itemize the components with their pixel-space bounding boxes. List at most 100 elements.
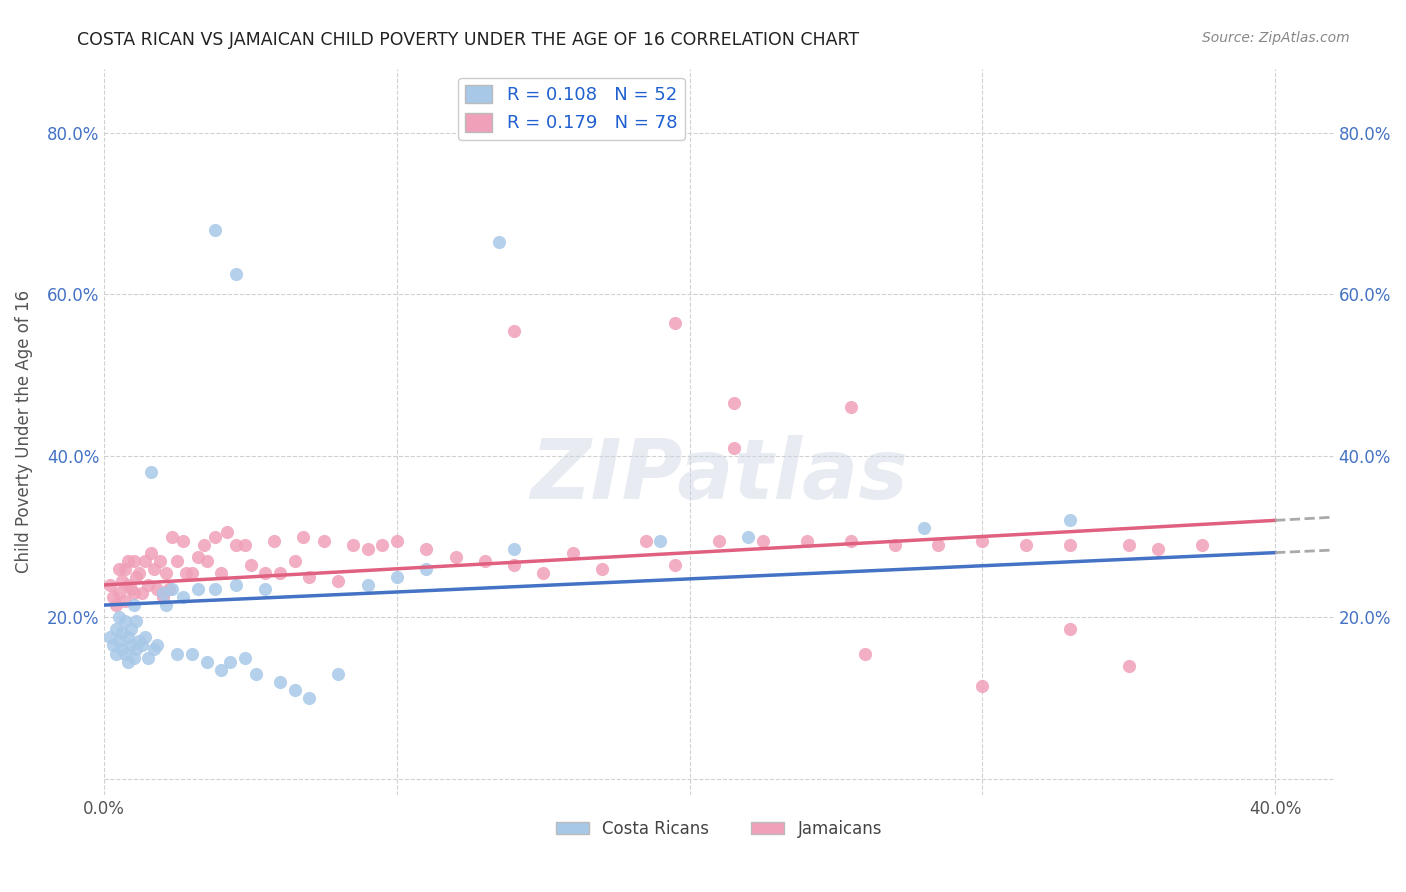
- Point: [283, 682, 305, 697]
- Point: [328, 666, 350, 681]
- Point: [415, 562, 437, 576]
- Point: [269, 674, 291, 689]
- Point: [298, 690, 321, 705]
- Point: [111, 626, 134, 640]
- Point: [204, 223, 226, 237]
- Point: [1118, 538, 1140, 552]
- Point: [239, 558, 262, 572]
- Point: [120, 622, 142, 636]
- Y-axis label: Child Poverty Under the Age of 16: Child Poverty Under the Age of 16: [15, 290, 32, 574]
- Point: [1118, 658, 1140, 673]
- Point: [122, 554, 145, 568]
- Point: [219, 655, 242, 669]
- Point: [1191, 538, 1213, 552]
- Point: [853, 647, 876, 661]
- Point: [172, 590, 194, 604]
- Point: [328, 574, 350, 588]
- Point: [108, 610, 131, 624]
- Point: [104, 622, 127, 636]
- Point: [839, 401, 862, 415]
- Point: [283, 554, 305, 568]
- Point: [160, 529, 183, 543]
- Point: [143, 642, 166, 657]
- Point: [136, 578, 159, 592]
- Point: [117, 631, 139, 645]
- Point: [1147, 541, 1170, 556]
- Point: [134, 631, 156, 645]
- Point: [531, 566, 554, 580]
- Point: [225, 578, 247, 592]
- Point: [193, 538, 215, 552]
- Point: [488, 235, 510, 249]
- Point: [269, 566, 291, 580]
- Point: [263, 533, 285, 548]
- Point: [139, 546, 162, 560]
- Point: [152, 590, 174, 604]
- Point: [152, 586, 174, 600]
- Point: [136, 650, 159, 665]
- Point: [166, 554, 188, 568]
- Point: [342, 538, 364, 552]
- Point: [101, 639, 124, 653]
- Point: [117, 554, 139, 568]
- Point: [723, 396, 745, 410]
- Point: [839, 533, 862, 548]
- Point: [181, 647, 204, 661]
- Point: [357, 578, 380, 592]
- Point: [1059, 513, 1081, 527]
- Point: [122, 586, 145, 600]
- Point: [195, 554, 218, 568]
- Point: [796, 533, 818, 548]
- Point: [134, 554, 156, 568]
- Point: [120, 582, 142, 596]
- Point: [233, 538, 256, 552]
- Point: [104, 598, 127, 612]
- Point: [723, 441, 745, 455]
- Point: [125, 570, 148, 584]
- Point: [209, 663, 232, 677]
- Point: [664, 558, 686, 572]
- Point: [292, 529, 315, 543]
- Point: [650, 533, 672, 548]
- Point: [444, 549, 467, 564]
- Point: [108, 634, 131, 648]
- Point: [187, 582, 209, 596]
- Point: [174, 566, 197, 580]
- Point: [972, 533, 994, 548]
- Point: [111, 642, 134, 657]
- Point: [371, 538, 394, 552]
- Point: [503, 558, 526, 572]
- Point: [752, 533, 775, 548]
- Point: [157, 582, 180, 596]
- Point: [1059, 538, 1081, 552]
- Point: [122, 598, 145, 612]
- Point: [139, 465, 162, 479]
- Point: [187, 549, 209, 564]
- Point: [166, 647, 188, 661]
- Point: [181, 566, 204, 580]
- Point: [131, 639, 153, 653]
- Point: [114, 614, 136, 628]
- Point: [101, 590, 124, 604]
- Point: [117, 578, 139, 592]
- Point: [146, 639, 169, 653]
- Point: [561, 546, 583, 560]
- Point: [120, 639, 142, 653]
- Point: [927, 538, 949, 552]
- Point: [204, 582, 226, 596]
- Point: [245, 666, 267, 681]
- Point: [104, 647, 127, 661]
- Point: [143, 562, 166, 576]
- Point: [114, 594, 136, 608]
- Point: [125, 642, 148, 657]
- Point: [111, 574, 134, 588]
- Point: [474, 554, 496, 568]
- Point: [233, 650, 256, 665]
- Point: [108, 586, 131, 600]
- Point: [217, 525, 239, 540]
- Point: [883, 538, 905, 552]
- Point: [1059, 622, 1081, 636]
- Point: [357, 541, 380, 556]
- Point: [155, 566, 177, 580]
- Legend: Costa Ricans, Jamaicans: Costa Ricans, Jamaicans: [548, 814, 889, 845]
